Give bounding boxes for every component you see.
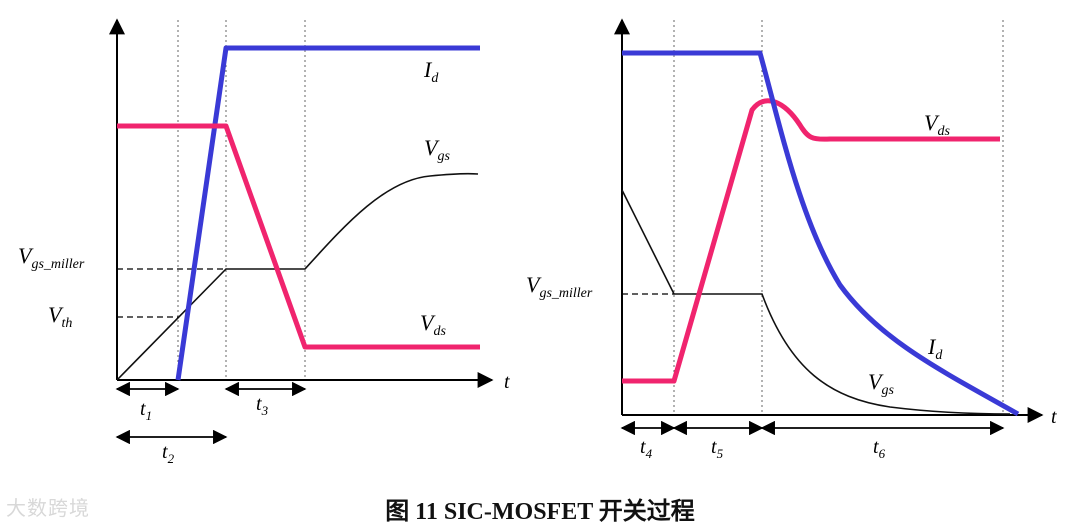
left-miller-label: Vgs_miller xyxy=(18,243,85,272)
left-vds-label: Vds xyxy=(420,310,446,339)
right-t-axis-label: t xyxy=(1051,406,1057,428)
right-vds-label: Vds xyxy=(924,110,950,139)
right-vds-curve xyxy=(622,98,1000,384)
right-vgs-label: Vgs xyxy=(868,369,894,398)
t3-label: t3 xyxy=(256,393,269,418)
left-vgs-label: Vgs xyxy=(424,135,450,164)
watermark: 大数跨境 xyxy=(6,496,90,520)
t2-label: t2 xyxy=(162,441,175,466)
t1-label: t1 xyxy=(140,398,152,423)
left-t-axis-label: t xyxy=(504,371,510,393)
turn-off-panel: Vds Id Vgs Vgs_miller t t4 t5 t6 xyxy=(526,18,1057,461)
right-id-label: Id xyxy=(927,334,943,363)
right-vgs-curve xyxy=(621,189,1011,415)
left-id-label: Id xyxy=(423,57,439,86)
t5-label: t5 xyxy=(711,436,724,461)
t6-label: t6 xyxy=(873,436,886,461)
figure-caption: 图 11 SIC-MOSFET 开关过程 xyxy=(385,499,695,525)
t4-label: t4 xyxy=(640,436,653,461)
left-vgs-curve xyxy=(116,172,479,381)
turn-on-panel: Id Vgs Vds Vgs_miller Vth t t1 t3 t2 xyxy=(18,18,510,466)
left-vds-curve xyxy=(117,123,480,350)
left-vth-label: Vth xyxy=(48,302,72,331)
right-miller-label: Vgs_miller xyxy=(526,272,593,301)
right-id-curve xyxy=(622,50,1020,417)
left-id-curve xyxy=(175,45,480,381)
